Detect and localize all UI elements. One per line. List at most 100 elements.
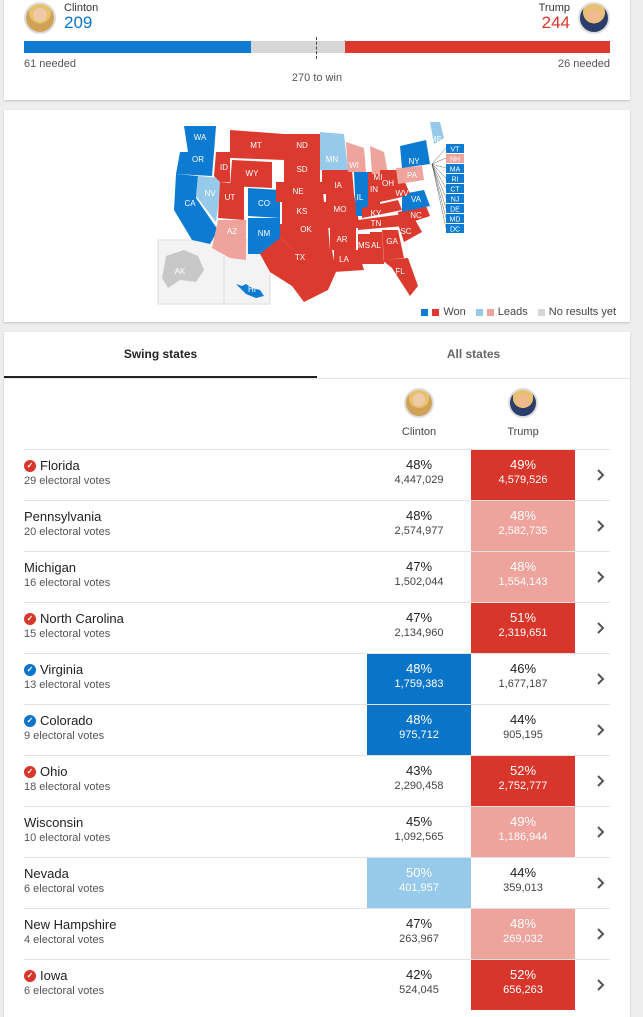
clinton-electoral-votes: 209 xyxy=(64,13,93,32)
map-label-PA: PA xyxy=(407,171,418,180)
state-MN xyxy=(320,132,348,170)
trump-percent: 48% xyxy=(509,508,537,523)
map-label-HI: HI xyxy=(248,285,256,294)
trump-percent: 48% xyxy=(509,559,537,574)
trump-result-cell: 48% 2,582,735 xyxy=(471,501,575,551)
legend-lead-blue-swatch xyxy=(475,308,483,316)
map-label-IN: IN xyxy=(370,185,378,194)
table-row[interactable]: ✓ Iowa 6 electoral votes 42% 524,045 52% 656,2… xyxy=(24,959,610,1010)
state-name: Pennsylvania xyxy=(24,509,102,524)
tab-swing-states[interactable]: Swing states xyxy=(4,332,317,378)
map-label-NH: NH xyxy=(450,157,460,164)
tab-all-states[interactable]: All states xyxy=(446,347,501,361)
state-IL xyxy=(354,172,370,216)
map-label-MS: MS xyxy=(358,241,370,250)
map-label-SD: SD xyxy=(296,165,307,174)
trump-votes: 1,554,143 xyxy=(498,576,548,588)
state-VA xyxy=(402,190,430,212)
state-IN xyxy=(368,172,380,212)
legend-won-red-swatch xyxy=(432,308,440,316)
state-WA xyxy=(184,126,216,152)
state-WV xyxy=(394,180,410,198)
electoral-votes: 15 electoral votes xyxy=(24,628,111,640)
map-label-KY: KY xyxy=(371,209,382,218)
clinton-column-header: Clinton xyxy=(367,388,471,438)
chevron-right-icon[interactable] xyxy=(592,823,610,841)
table-row[interactable]: ✓ Florida 29 electoral votes 48% 4,447,029 49… xyxy=(24,449,610,500)
state-box-DC xyxy=(446,224,464,233)
clinton-percent: 47% xyxy=(405,916,433,931)
map-label-CA: CA xyxy=(184,199,196,208)
chevron-right-icon[interactable] xyxy=(592,466,610,484)
state-box-MA xyxy=(446,164,464,173)
chevron-right-icon[interactable] xyxy=(592,619,610,637)
table-row[interactable]: ✓ Ohio 18 electoral votes 43% 2,290,458 52% 2,… xyxy=(24,755,610,806)
map-label-ID: ID xyxy=(220,163,228,172)
map-label-VT: VT xyxy=(451,147,461,154)
chevron-right-icon[interactable] xyxy=(592,976,610,994)
legend-none-swatch xyxy=(537,308,545,316)
state-NE xyxy=(276,182,324,202)
state-IA xyxy=(322,170,354,194)
state-OH xyxy=(380,170,398,202)
state-UT xyxy=(218,182,244,220)
state-OK xyxy=(280,224,330,250)
state-box-RI xyxy=(446,174,464,183)
us-results-map[interactable]: VT NH MA RI CT NJ DE MD DC WA OR CA NV ID MT WY UT AZ CO N… xyxy=(154,116,466,306)
clinton-votes: 2,134,960 xyxy=(394,627,444,639)
state-name: Iowa xyxy=(40,968,68,983)
state-HI xyxy=(236,284,264,298)
chevron-right-icon[interactable] xyxy=(592,568,610,586)
state-box-DE xyxy=(446,204,464,213)
table-row[interactable]: ✓ Colorado 9 electoral votes 48% 975,712 44% 9… xyxy=(24,704,610,755)
state-ID xyxy=(214,152,230,182)
state-box-MD xyxy=(446,214,464,223)
trump-column-header: Trump xyxy=(471,388,575,438)
map-label-LA: LA xyxy=(339,255,349,264)
clinton-result-cell: 48% 975,712 xyxy=(367,705,471,755)
clinton-percent: 48% xyxy=(405,457,433,472)
trump-result-cell: 46% 1,677,187 xyxy=(471,654,575,704)
table-row[interactable]: New Hampshire 4 electoral votes 47% 263,967… xyxy=(24,908,610,959)
trump-votes: 4,579,526 xyxy=(498,474,548,486)
map-label-MO: MO xyxy=(334,205,347,214)
chevron-right-icon[interactable] xyxy=(592,772,610,790)
state-name: Ohio xyxy=(40,764,68,779)
trump-header: Trump 244 xyxy=(539,2,610,34)
trump-votes: 656,263 xyxy=(503,984,543,996)
clinton-progress-fill xyxy=(24,41,251,53)
table-row[interactable]: Pennsylvania 20 electoral votes 48% 2,574,9… xyxy=(24,500,610,551)
table-row[interactable]: ✓ Virginia 13 electoral votes 48% 1,759,383 4… xyxy=(24,653,610,704)
trump-votes: 2,319,651 xyxy=(498,627,548,639)
state-GA xyxy=(382,230,404,260)
state-MS xyxy=(358,234,370,264)
chevron-right-icon[interactable] xyxy=(592,721,610,739)
map-label-OK: OK xyxy=(300,225,312,234)
map-label-MD: MD xyxy=(450,217,461,224)
table-row[interactable]: Nevada 6 electoral votes 50% 401,957 44% 359,… xyxy=(24,857,610,908)
table-row[interactable]: Michigan 16 electoral votes 47% 1,502,044 48… xyxy=(24,551,610,602)
trump-votes: 2,752,777 xyxy=(498,780,548,792)
chevron-right-icon[interactable] xyxy=(592,670,610,688)
electoral-votes: 16 electoral votes xyxy=(24,577,111,589)
state-SD xyxy=(284,158,320,182)
trump-result-cell: 48% 269,032 xyxy=(471,909,575,959)
trump-name: Trump xyxy=(538,2,570,14)
map-label-AK: AK xyxy=(175,267,186,276)
state-info: Nevada 6 electoral votes xyxy=(24,866,104,895)
trump-percent: 49% xyxy=(509,457,537,472)
state-box-NH xyxy=(446,154,464,163)
map-label-UT: UT xyxy=(225,193,236,202)
clinton-result-cell: 47% 1,502,044 xyxy=(367,552,471,602)
chevron-right-icon[interactable] xyxy=(592,517,610,535)
clinton-votes: 1,759,383 xyxy=(394,678,444,690)
table-row[interactable]: ✓ North Carolina 15 electoral votes 47% 2,13… xyxy=(24,602,610,653)
map-label-MT: MT xyxy=(250,141,262,150)
state-LA xyxy=(334,250,364,272)
chevron-right-icon[interactable] xyxy=(592,874,610,892)
map-label-DE: DE xyxy=(450,207,460,214)
chevron-right-icon[interactable] xyxy=(592,925,610,943)
to-win-label: 270 to win xyxy=(291,72,343,84)
state-info: ✓ Florida 29 electoral votes xyxy=(24,458,110,487)
table-row[interactable]: Wisconsin 10 electoral votes 45% 1,092,565 4… xyxy=(24,806,610,857)
